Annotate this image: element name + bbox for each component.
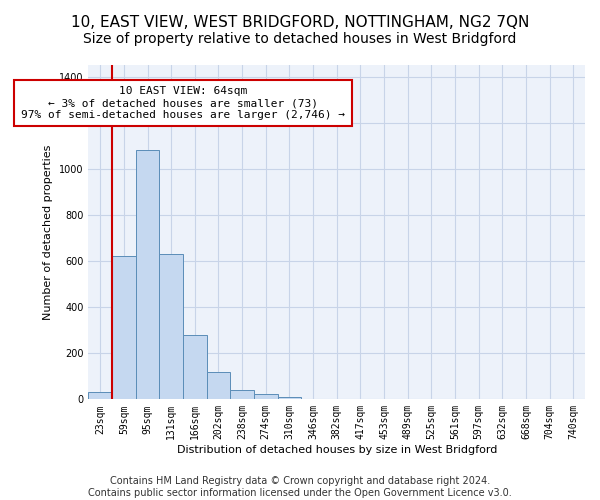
Bar	[254, 394, 278, 400]
Bar	[88, 392, 112, 400]
Bar	[206, 372, 230, 400]
Y-axis label: Number of detached properties: Number of detached properties	[43, 144, 53, 320]
Bar	[112, 256, 136, 400]
Text: Contains HM Land Registry data © Crown copyright and database right 2024.
Contai: Contains HM Land Registry data © Crown c…	[88, 476, 512, 498]
Text: Size of property relative to detached houses in West Bridgford: Size of property relative to detached ho…	[83, 32, 517, 46]
Bar	[230, 390, 254, 400]
Text: 10, EAST VIEW, WEST BRIDGFORD, NOTTINGHAM, NG2 7QN: 10, EAST VIEW, WEST BRIDGFORD, NOTTINGHA…	[71, 15, 529, 30]
Bar	[160, 254, 183, 400]
X-axis label: Distribution of detached houses by size in West Bridgford: Distribution of detached houses by size …	[176, 445, 497, 455]
Bar	[136, 150, 160, 400]
Bar	[278, 397, 301, 400]
Bar	[183, 335, 206, 400]
Text: 10 EAST VIEW: 64sqm
← 3% of detached houses are smaller (73)
97% of semi-detache: 10 EAST VIEW: 64sqm ← 3% of detached hou…	[21, 86, 345, 120]
